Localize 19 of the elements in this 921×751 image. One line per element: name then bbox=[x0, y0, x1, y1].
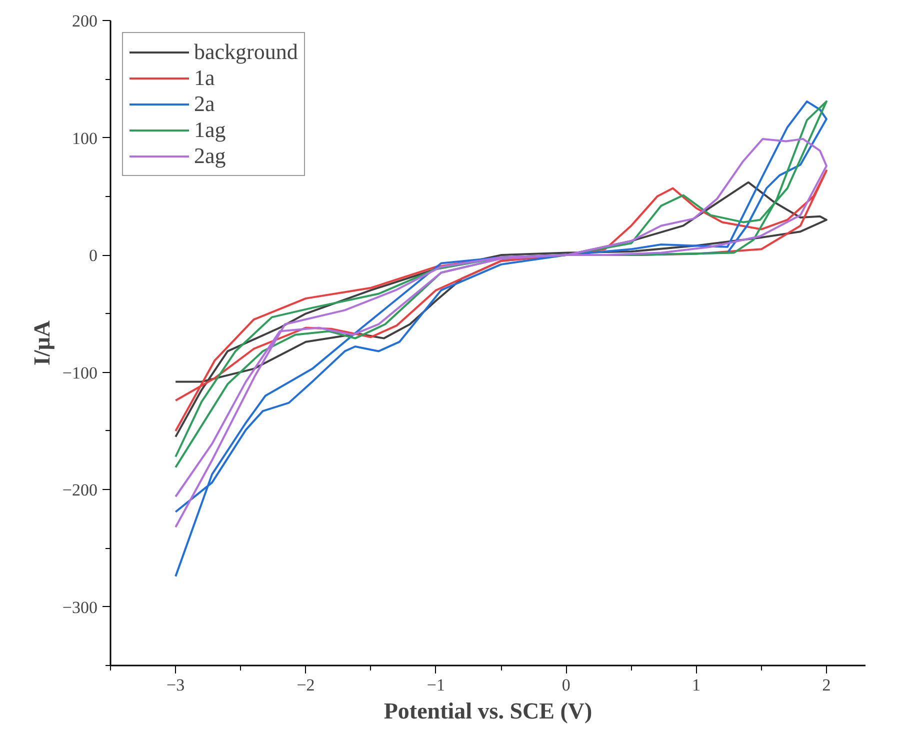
y-tick-label: 200 bbox=[72, 12, 98, 30]
legend-label: 2a bbox=[194, 91, 215, 117]
y-tick-label: −200 bbox=[62, 480, 98, 500]
y-tick-label: 100 bbox=[72, 128, 98, 148]
y-axis-title: I/μA bbox=[29, 320, 54, 366]
legend-label: 1ag bbox=[194, 117, 226, 143]
x-tick-label: 2 bbox=[822, 676, 831, 694]
y-tick-label: 0 bbox=[89, 246, 98, 266]
x-tick-label: 0 bbox=[562, 676, 570, 694]
legend-label: background bbox=[194, 39, 298, 65]
y-tick-label: −100 bbox=[62, 363, 98, 382]
x-tick-label: 1 bbox=[692, 676, 701, 694]
x-axis-title: Potential vs. SCE (V) bbox=[384, 698, 592, 724]
x-tick-label: −3 bbox=[166, 676, 185, 694]
x-tick-label: −2 bbox=[296, 676, 315, 694]
legend-label: 1a bbox=[194, 65, 215, 91]
x-tick-label: −1 bbox=[426, 676, 445, 694]
legend-label: 2ag bbox=[194, 143, 226, 169]
y-tick-label: −300 bbox=[62, 598, 98, 617]
